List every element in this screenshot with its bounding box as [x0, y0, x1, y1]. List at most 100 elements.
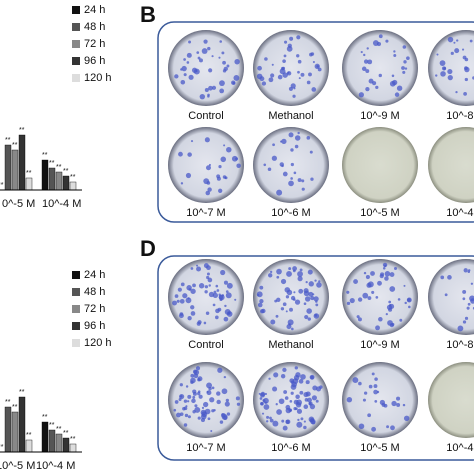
colony [185, 172, 192, 179]
bar [25, 439, 33, 453]
colony [182, 407, 186, 411]
colony [211, 409, 215, 413]
colony [381, 402, 386, 407]
colony [268, 77, 274, 83]
colony [276, 275, 280, 279]
colony [278, 398, 285, 405]
colony [435, 74, 438, 77]
colony [220, 156, 227, 163]
colony [181, 65, 187, 72]
colony [358, 381, 362, 386]
colony [462, 48, 465, 51]
colony [386, 304, 393, 310]
colony [286, 46, 293, 52]
colony [384, 271, 391, 277]
colony [365, 69, 370, 73]
colony [196, 264, 199, 267]
colony [370, 271, 375, 276]
colony [276, 268, 282, 275]
colony [179, 395, 183, 398]
bar [55, 433, 63, 453]
colony [224, 401, 230, 407]
colony [219, 40, 223, 43]
colony [257, 65, 262, 71]
colony [187, 152, 192, 157]
colony [393, 53, 397, 57]
colony [402, 70, 406, 74]
culture-dish [428, 259, 474, 335]
colony [318, 280, 321, 283]
colony [235, 157, 239, 161]
colony [367, 281, 374, 288]
legend-swatch [72, 74, 80, 82]
colony [196, 51, 200, 54]
colony [378, 34, 383, 39]
colony [296, 421, 303, 428]
colony [233, 74, 240, 81]
colony [315, 303, 319, 307]
legend-swatch [72, 288, 80, 296]
colony [363, 391, 368, 395]
colony [258, 392, 261, 395]
colony [180, 282, 185, 287]
colony [187, 394, 192, 399]
colony [378, 73, 382, 78]
colony [450, 51, 454, 55]
colony [187, 316, 192, 321]
colony [285, 419, 291, 425]
colony [307, 397, 312, 403]
colony [357, 297, 363, 302]
colony [296, 35, 301, 40]
colony [261, 412, 265, 415]
colony [352, 377, 359, 383]
colony [295, 394, 300, 399]
bar [55, 171, 63, 191]
colony [303, 302, 307, 306]
colony [297, 59, 302, 64]
bar [48, 429, 56, 453]
culture-dish [168, 30, 244, 106]
colony [287, 319, 294, 326]
colony [313, 313, 320, 319]
colony [180, 182, 184, 185]
colony [363, 59, 369, 64]
colony [464, 66, 468, 71]
colony [259, 397, 263, 400]
dish-label: 10^-4 M [446, 442, 474, 454]
colony [315, 399, 319, 403]
colony [185, 405, 188, 408]
colony [286, 289, 293, 296]
colony [464, 316, 469, 320]
colony [218, 165, 222, 169]
colony [275, 403, 278, 406]
colony [297, 271, 303, 277]
colony [284, 396, 289, 400]
legend-label: 72 h [84, 38, 105, 50]
colony [188, 288, 192, 291]
colony [270, 73, 275, 78]
colony [197, 320, 202, 325]
colony [172, 300, 177, 306]
colony [284, 40, 288, 44]
colony [205, 311, 210, 316]
colony [188, 74, 194, 80]
colony [260, 402, 264, 406]
colony [285, 310, 288, 313]
colony [457, 325, 464, 332]
colony [293, 87, 296, 90]
colony [283, 54, 287, 58]
colony [462, 320, 467, 324]
colony [187, 400, 190, 403]
colony [406, 56, 410, 60]
colony [393, 50, 396, 53]
colony [198, 394, 203, 399]
colony [357, 317, 362, 322]
colony [191, 67, 198, 73]
colony [374, 377, 378, 381]
colony [222, 60, 226, 65]
colony [282, 367, 287, 373]
x-label: 0^-5 M [2, 198, 35, 210]
colony [303, 404, 309, 410]
colony [204, 408, 211, 415]
colony [384, 264, 387, 267]
